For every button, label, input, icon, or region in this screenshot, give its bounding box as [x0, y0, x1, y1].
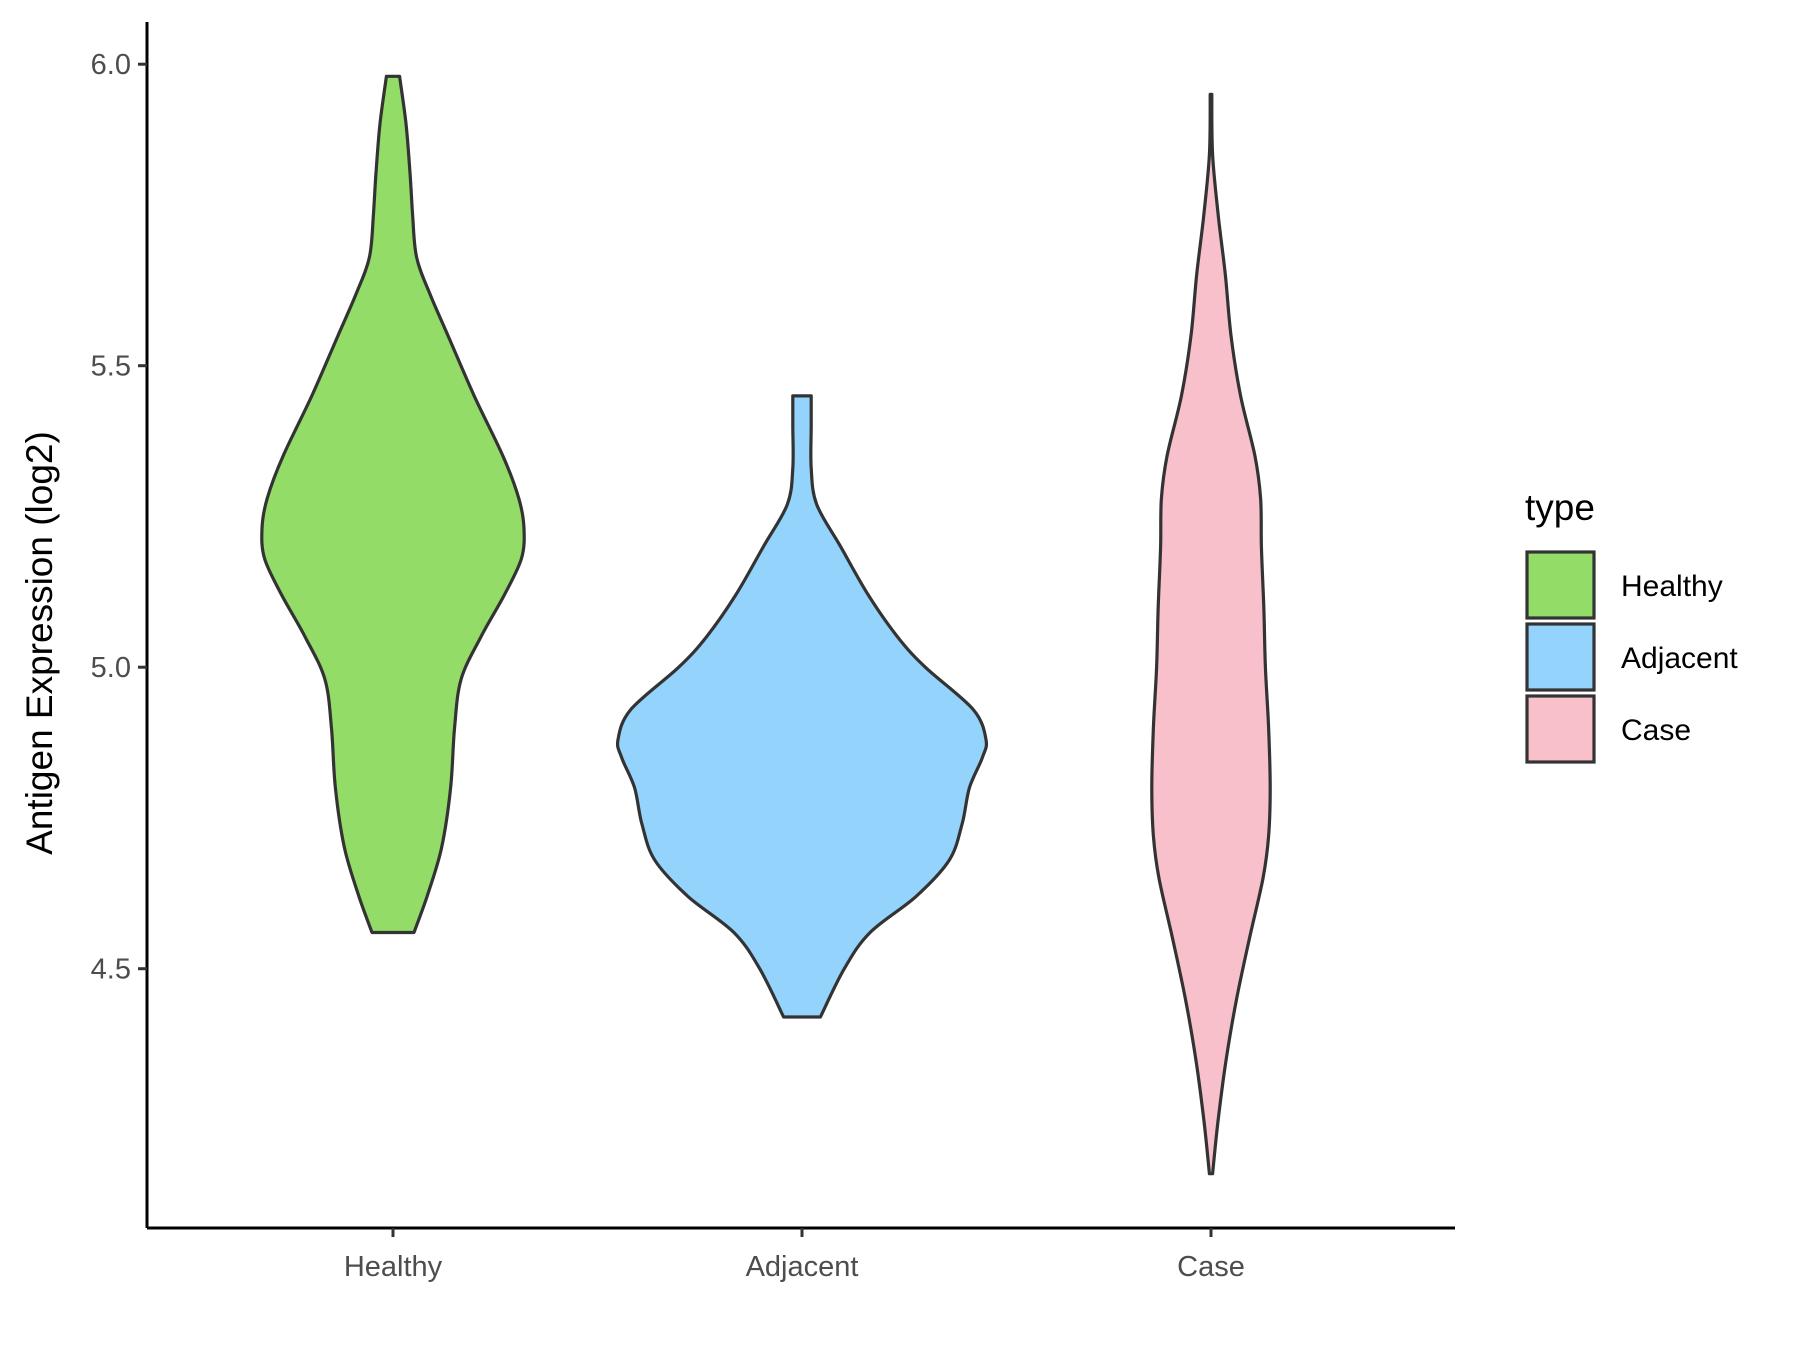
- x-ticks: Healthy Adjacent Case: [344, 1228, 1245, 1283]
- legend-label-adjacent: Adjacent: [1621, 642, 1738, 675]
- y-ticks: 4.5 5.0 5.5 6.0: [91, 49, 147, 986]
- y-tick-label: 5.5: [91, 351, 131, 383]
- legend-items: Healthy Adjacent Case: [1525, 550, 1738, 764]
- violin-healthy: [260, 74, 526, 935]
- x-tick-label: Adjacent: [746, 1251, 859, 1283]
- legend: type Healthy Adjacent Case: [1525, 487, 1738, 764]
- legend-swatch-case: [1525, 694, 1596, 764]
- y-tick-label: 4.5: [91, 954, 131, 986]
- x-tick-label: Healthy: [344, 1251, 443, 1283]
- legend-label-healthy: Healthy: [1621, 570, 1723, 603]
- legend-swatch-adjacent: [1525, 622, 1596, 692]
- y-tick-label: 5.0: [91, 652, 131, 684]
- y-axis-title: Antigen Expression (log2): [19, 431, 60, 855]
- legend-title: type: [1525, 487, 1595, 528]
- violin-adjacent: [615, 394, 989, 1019]
- violins-group: [260, 74, 1272, 1176]
- x-tick-label: Case: [1177, 1251, 1245, 1283]
- axes-group: 4.5 5.0 5.5 6.0 Healthy Adjacent Case: [91, 22, 1455, 1283]
- y-tick-label: 6.0: [91, 49, 131, 81]
- legend-swatch-healthy: [1525, 550, 1596, 620]
- legend-label-case: Case: [1621, 714, 1691, 747]
- violin-case: [1150, 92, 1272, 1176]
